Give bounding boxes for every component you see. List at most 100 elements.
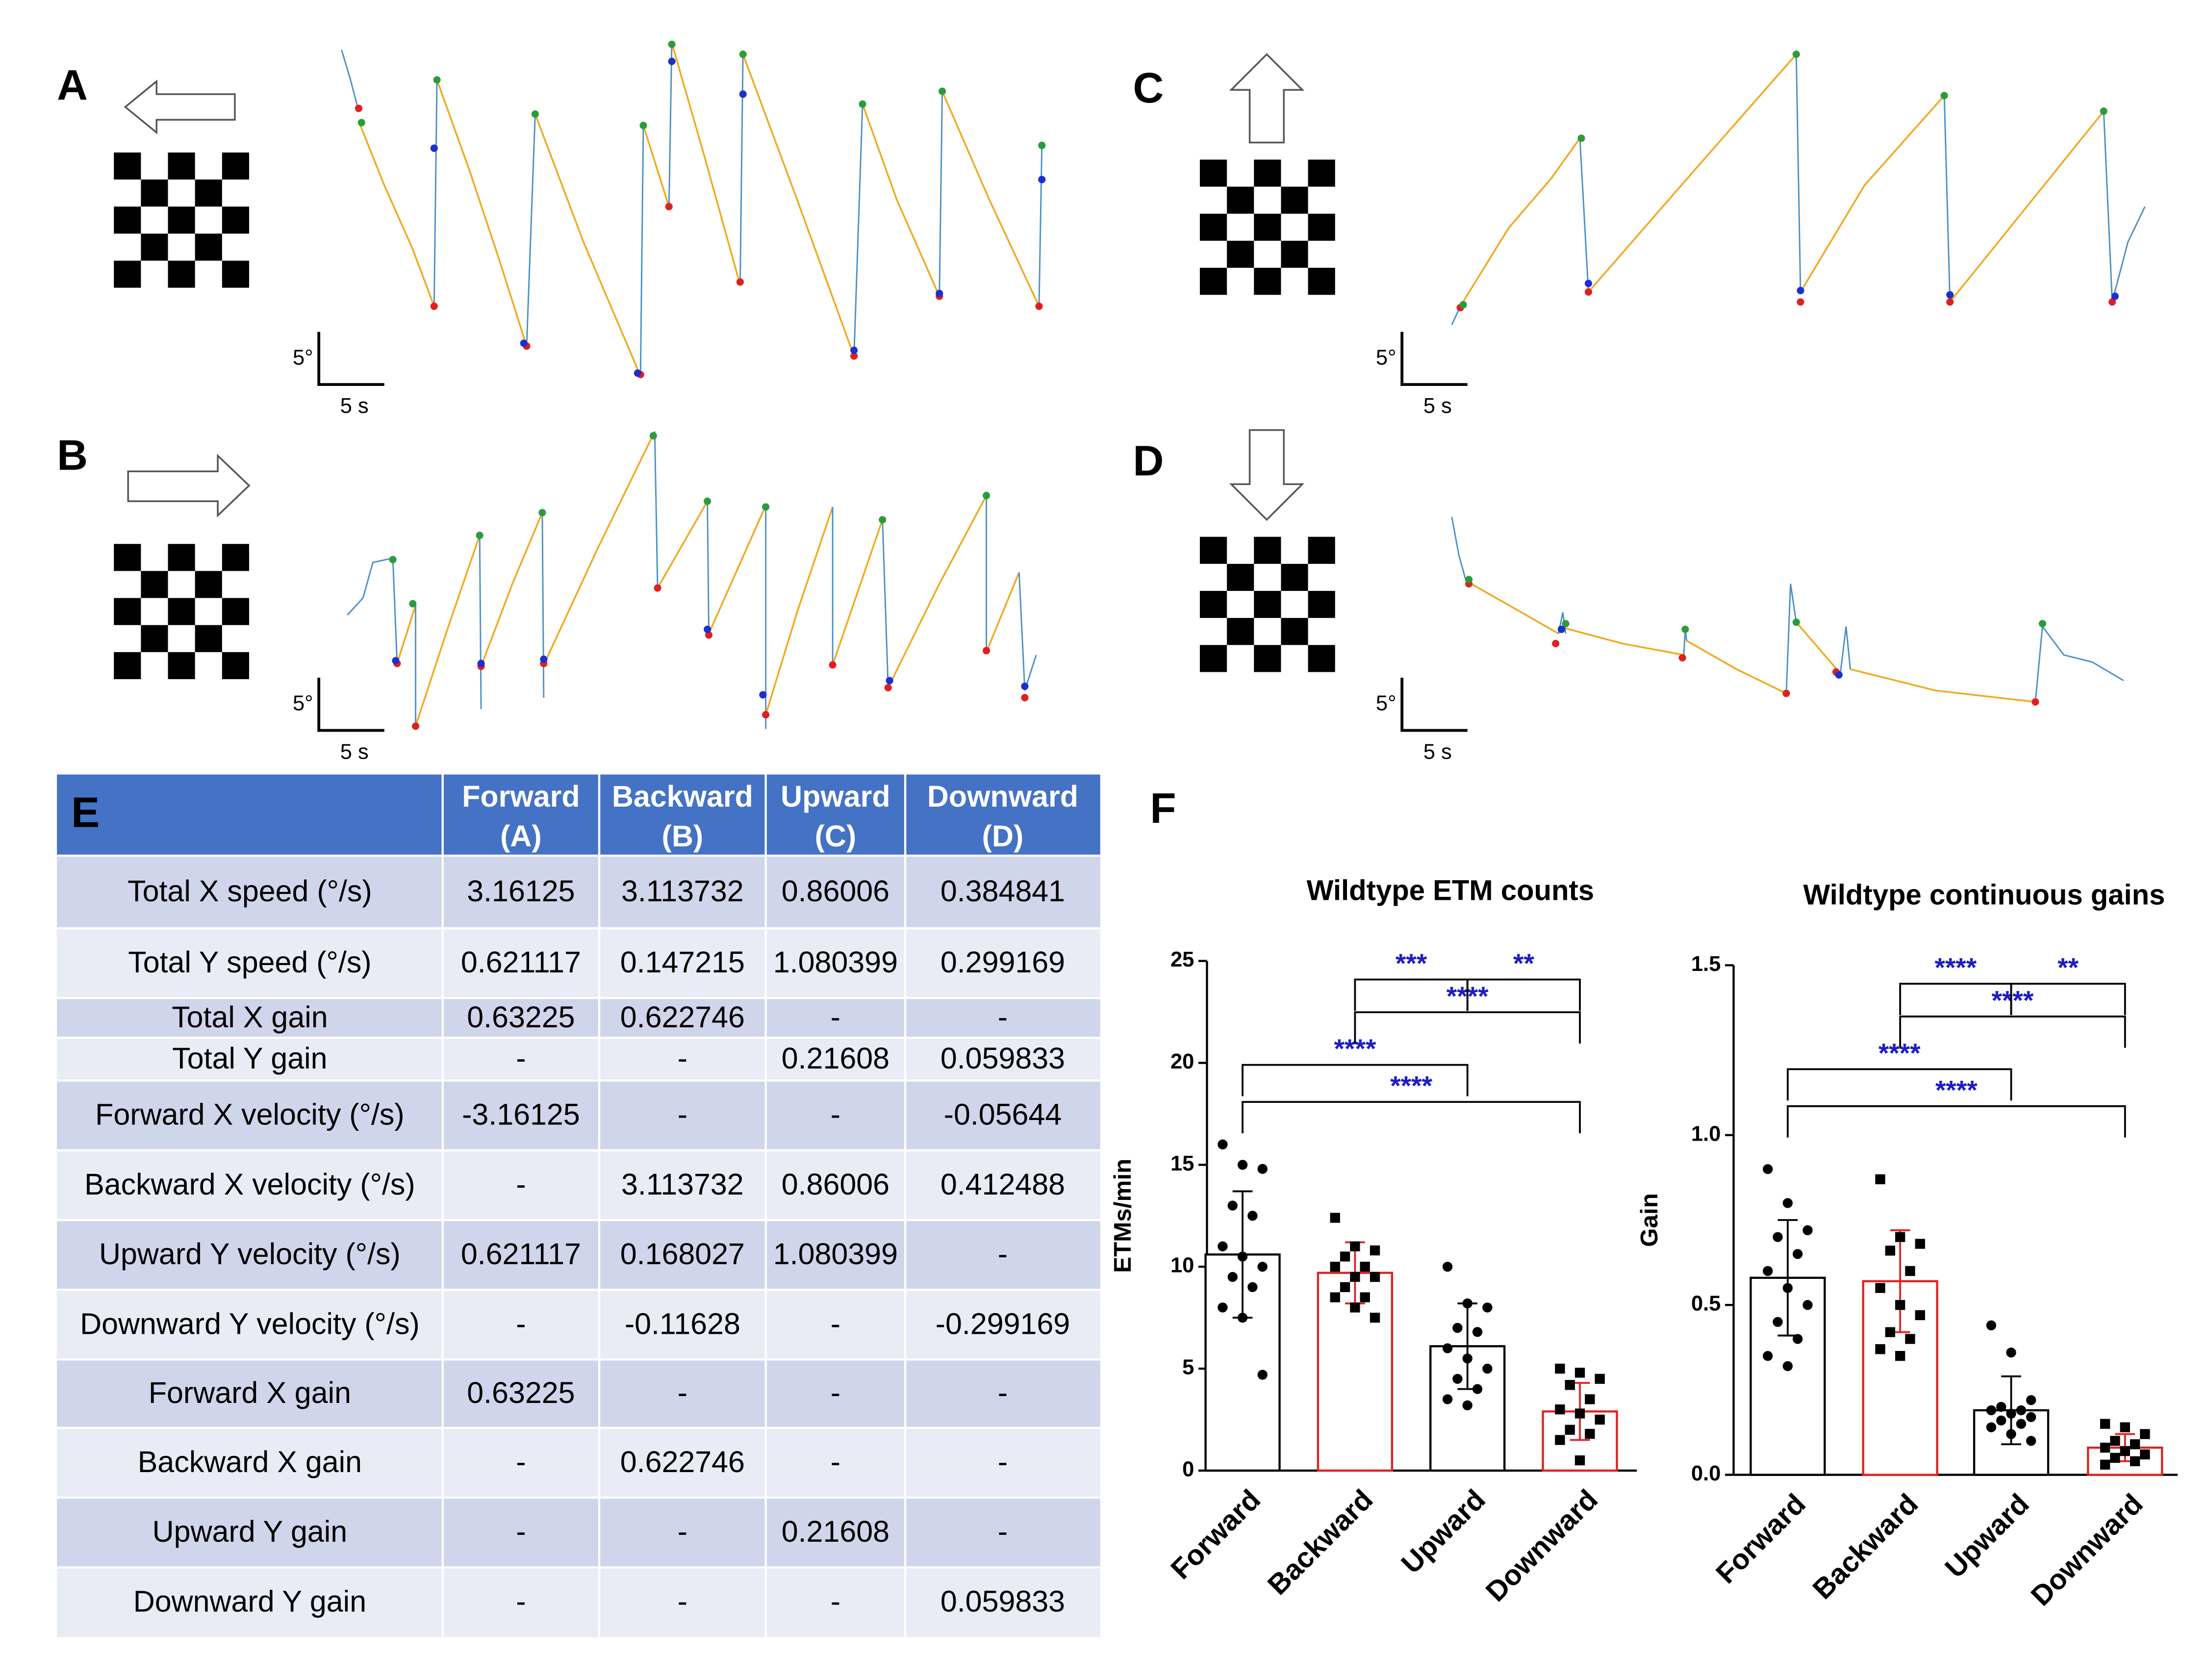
event-dot [1021,682,1029,690]
data-point [1370,1245,1380,1256]
check-square [1227,563,1254,591]
table-cell: 0.622746 [620,1445,745,1478]
data-point [1330,1262,1340,1272]
table-cell: - [831,1098,840,1131]
trace-a [341,43,1043,377]
data-point [1340,1251,1350,1262]
data-point [1986,1320,1997,1330]
event-dot [1797,287,1804,295]
event-dot [1678,654,1686,662]
scale-x-label: 5 s [340,740,369,764]
table-row [57,1080,1100,1150]
event-dot [1552,639,1560,647]
event-dot [531,110,539,118]
chart-title: Wildtype continuous gains [1803,879,2165,911]
check-square [195,625,222,652]
scale-x-label: 5 s [340,394,369,418]
y-tick-label: 5 [1182,1356,1194,1379]
data-point [1585,1428,1595,1439]
data-point [1227,1200,1238,1211]
column-header-sub: (D) [982,819,1024,853]
table-cell: - [998,1237,1008,1271]
event-dot [540,655,548,663]
table-cell: 0.622746 [620,1000,745,1034]
significance-bracket [1786,1105,2126,1138]
table-cell: -3.16125 [462,1098,580,1131]
row-label: Forward X velocity (°/s) [95,1098,404,1131]
data-point [1452,1374,1463,1384]
x-tick-label: Backward [1806,1488,1924,1605]
y-tick-label: 1.5 [1691,952,1721,976]
significance-bracket [2010,983,2126,1016]
event-dot [884,684,892,691]
check-square [1308,213,1335,241]
event-dot [2108,298,2116,306]
event-dot [886,677,893,685]
data-point [2026,1412,2036,1422]
check-square [1308,268,1335,295]
check-square [222,206,249,234]
check-square [168,652,195,679]
panel-letter: D [1133,437,1164,485]
trace-c [1451,53,2146,325]
scale-x-label: 5 s [1423,394,1452,418]
data-point [1247,1282,1258,1292]
data-point [1257,1370,1268,1380]
table-cell: - [831,1445,840,1478]
y-tick-label: 20 [1170,1050,1194,1073]
data-point [2100,1419,2110,1429]
check-square [1281,186,1308,214]
check-square [1254,645,1281,672]
data-point [1895,1232,1905,1242]
data-point [1565,1380,1575,1390]
data-point [1218,1241,1228,1251]
significance-label: **** [1390,1070,1432,1101]
arrow-left [124,79,236,135]
data-point [1218,1302,1228,1313]
event-dot [739,51,747,58]
slow-phase [396,431,1020,727]
y-tick-label: 10 [1170,1254,1194,1277]
table-cell: - [831,1584,840,1618]
event-dot [1038,176,1046,183]
significance-bracket [1354,1011,1581,1044]
event-dot [762,503,770,511]
x-tick-label: Upward [1939,1488,2035,1584]
check-square [168,544,195,571]
data-point [1986,1422,1997,1432]
table-cell: 3.16125 [467,874,575,908]
significance-label: **** [1992,985,2034,1015]
data-point [1452,1323,1463,1333]
event-dot [357,119,365,127]
data-point [1472,1327,1483,1337]
event-dot [879,516,887,524]
column-header-sub: (A) [500,819,542,853]
table-cell: - [678,1042,687,1075]
table-cell: - [516,1515,526,1548]
significance-label: ** [2057,952,2079,983]
trace-d [1451,516,2124,703]
data-point [2100,1459,2110,1470]
x-tick-label: Forward [1710,1488,1812,1590]
data-point [1986,1405,1997,1416]
data-point [1895,1300,1905,1310]
data-point [1565,1425,1575,1435]
data-point [1875,1174,1885,1185]
table-cell: - [678,1584,687,1618]
row-label: Total Y speed (°/s) [128,945,371,979]
check-square [1254,536,1281,564]
table-cell: 0.21608 [782,1515,889,1548]
check-square [222,152,249,180]
event-dot [668,57,676,65]
event-dot [1782,689,1790,697]
event-dot [1946,298,1954,306]
table-cell: - [678,1515,687,1548]
arrow-up [1229,53,1305,144]
y-tick-label: 25 [1170,948,1194,971]
scale-bar [317,678,384,732]
table-row [57,1290,1100,1360]
check-square [1308,536,1335,564]
data-point [1442,1394,1453,1404]
row-label: Downward Y velocity (°/s) [80,1307,420,1340]
data-point [1905,1266,1915,1276]
